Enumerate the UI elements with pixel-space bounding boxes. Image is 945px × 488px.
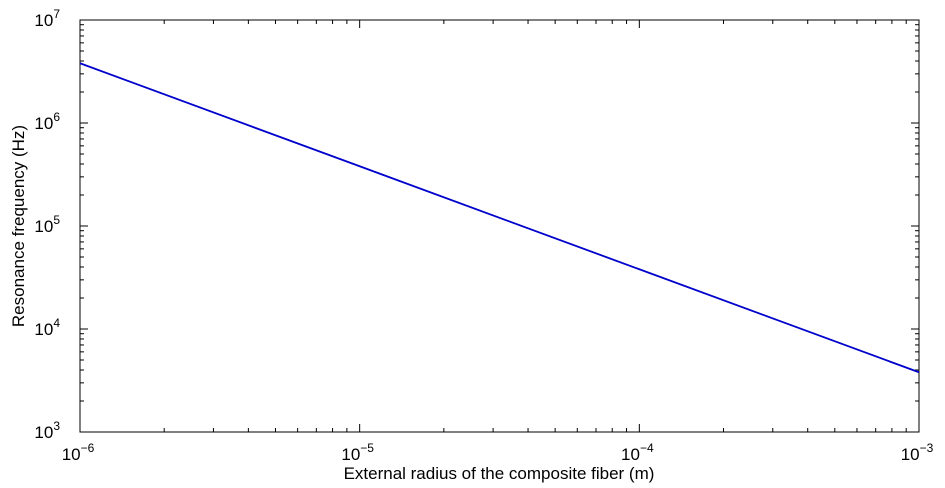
y-tick-label: 104	[34, 316, 60, 339]
x-tick-label: 10−5	[341, 441, 374, 464]
y-tick-label-exponent: 7	[53, 7, 60, 21]
y-tick-label-exponent: 6	[53, 110, 60, 124]
x-tick-label: 10−3	[901, 441, 934, 464]
y-tick-label-base: 10	[34, 217, 53, 236]
x-tick-label-exponent: −4	[640, 441, 654, 455]
plot-area	[79, 19, 920, 433]
y-tick-label: 105	[34, 213, 60, 236]
y-tick-label-base: 10	[34, 320, 53, 339]
x-tick-label-exponent: −3	[920, 441, 934, 455]
y-tick-label-exponent: 5	[53, 213, 60, 227]
series-group	[79, 62, 920, 374]
y-tick-label-base: 10	[34, 11, 53, 30]
y-tick-label-exponent: 4	[53, 316, 60, 330]
x-axis-title: External radius of the composite fiber (…	[344, 464, 655, 483]
x-tick-label-base: 10	[341, 445, 360, 464]
x-tick-label: 10−4	[621, 441, 654, 464]
x-tick-label-base: 10	[62, 445, 81, 464]
x-tick-label-base: 10	[621, 445, 640, 464]
y-tick-label-base: 10	[34, 114, 53, 133]
x-tick-label-exponent: −5	[360, 441, 374, 455]
x-tick-label-base: 10	[901, 445, 920, 464]
y-tick-label-exponent: 3	[53, 419, 60, 433]
y-tick-label: 107	[34, 7, 60, 30]
x-axis-ticks: 10−6 10−5 10−4 10−3	[62, 20, 934, 464]
x-tick-label: 10−6	[62, 441, 95, 464]
y-tick-label: 103	[34, 419, 60, 442]
y-tick-label-base: 10	[34, 423, 53, 442]
x-tick-label-exponent: −6	[81, 441, 95, 455]
y-tick-label: 106	[34, 110, 60, 133]
y-axis-title: Resonance frequency (Hz)	[9, 125, 28, 327]
series-line	[79, 62, 920, 374]
